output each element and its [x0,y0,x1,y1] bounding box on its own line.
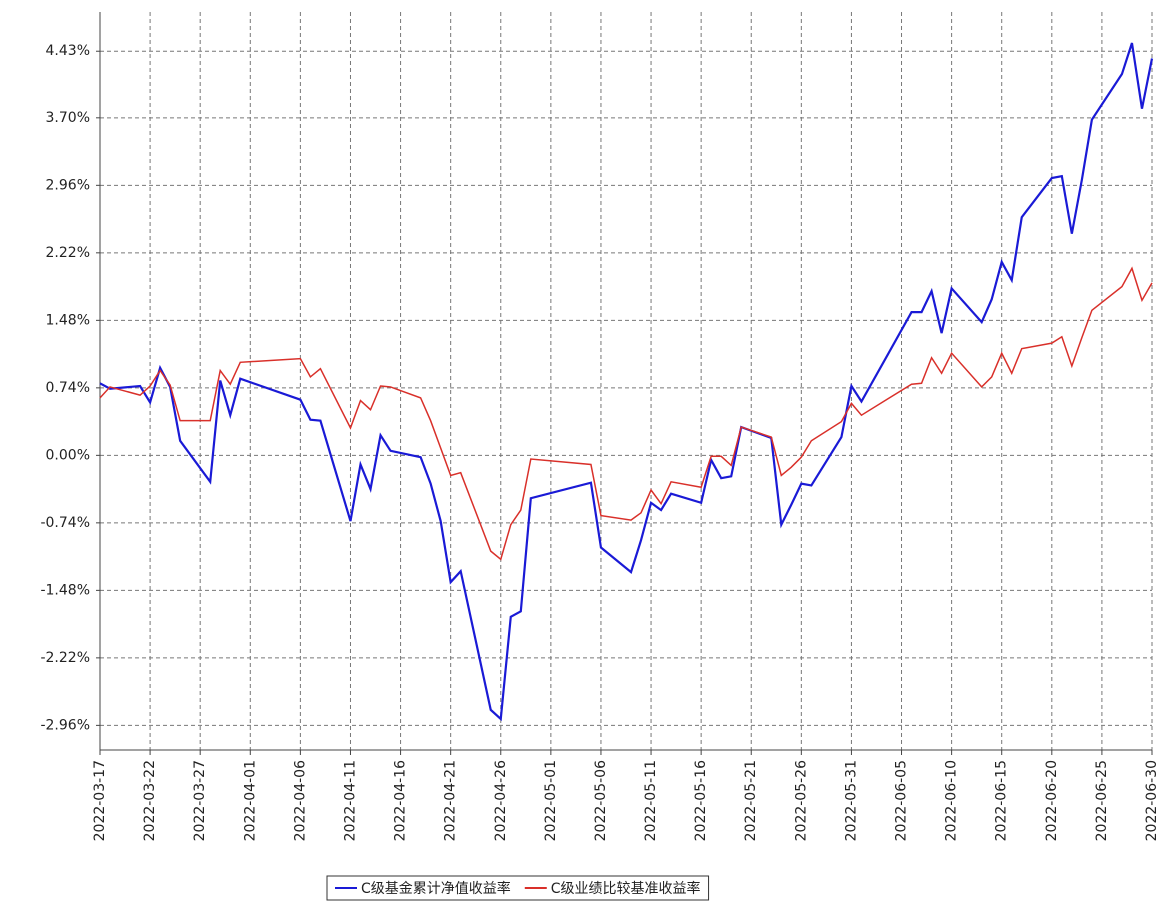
x-tick-label: 2022-06-30 [1144,760,1160,841]
x-tick-label: 2022-05-16 [693,760,709,841]
x-tick-label: 2022-04-06 [292,760,308,841]
x-tick-label: 2022-06-25 [1094,760,1110,841]
y-tick-label: 2.22% [46,245,90,261]
x-tick-label: 2022-05-26 [793,760,809,841]
y-tick-label: 1.48% [46,312,90,328]
legend-box [326,875,710,901]
y-tick-label: 2.96% [46,177,90,193]
series-line [99,42,1154,722]
y-tick-label: -2.96% [40,717,90,733]
x-tick-label: 2022-06-15 [994,760,1010,841]
y-tick-label: 0.74% [46,380,90,396]
x-tick-label: 2022-04-01 [242,760,258,841]
x-tick-label: 2022-06-05 [894,760,910,841]
x-tick-label: 2022-04-11 [342,760,358,841]
y-tick-label: 3.70% [46,110,90,126]
legend: C级基金累计净值收益率 C级业绩比较基准收益率 [326,875,710,901]
x-tick-label: 2022-05-21 [743,760,759,841]
x-tick-label: 2022-06-10 [944,760,960,841]
x-tick-label: 2022-05-01 [543,760,559,841]
x-tick-label: 2022-04-21 [443,760,459,841]
y-tick-label: 0.00% [46,447,90,463]
series-line [99,266,1153,561]
y-tick-label: -2.22% [40,650,90,666]
x-tick-label: 2022-03-17 [92,760,108,841]
x-tick-label: 2022-05-31 [843,760,859,841]
legend-label: C级基金累计净值收益率 [361,880,511,897]
x-tick-label: 2022-05-06 [593,760,609,841]
y-tick-label: -1.48% [40,582,90,598]
x-tick-label: 2022-03-22 [142,760,158,841]
x-tick-label: 2022-04-26 [493,760,509,841]
x-tick-label: 2022-05-11 [643,760,659,841]
legend-label: C级业绩比较基准收益率 [551,880,701,897]
x-tick-label: 2022-04-16 [393,760,409,841]
y-tick-label: -0.74% [40,515,90,531]
x-tick-label: 2022-03-27 [192,760,208,841]
x-tick-label: 2022-06-20 [1044,760,1060,841]
y-tick-label: 4.43% [46,43,90,59]
